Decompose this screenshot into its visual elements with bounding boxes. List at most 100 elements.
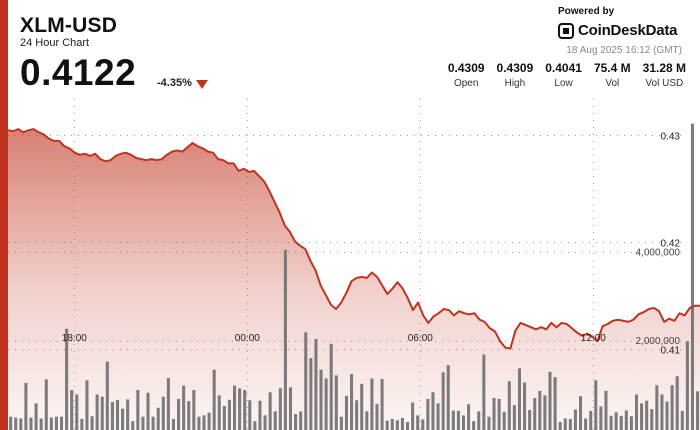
volume-bar bbox=[29, 417, 33, 430]
volume-bar bbox=[39, 418, 43, 430]
stat-label: Vol USD bbox=[645, 78, 684, 89]
volume-bar bbox=[604, 390, 608, 430]
volume-bar bbox=[579, 396, 583, 430]
volume-bar bbox=[573, 409, 577, 430]
volume-bar bbox=[685, 341, 689, 430]
volume-bar bbox=[370, 378, 374, 430]
brand-logo-link[interactable]: CoinDeskData bbox=[558, 22, 677, 39]
volume-bar bbox=[141, 416, 145, 430]
volume-bar bbox=[528, 410, 532, 430]
volume-bar bbox=[614, 412, 618, 430]
volume-bar bbox=[121, 408, 125, 430]
volume-bar bbox=[431, 392, 435, 430]
volume-bar bbox=[334, 375, 338, 430]
volume-bar bbox=[131, 421, 135, 430]
price-tick-label: 0.41 bbox=[661, 346, 681, 357]
volume-bar bbox=[263, 415, 267, 430]
stat-high: 0.4309 High bbox=[497, 61, 534, 89]
volume-bar bbox=[589, 410, 593, 430]
stat-vol: 75.4 M Vol bbox=[594, 61, 631, 89]
volume-bar bbox=[558, 422, 562, 430]
volume-bar bbox=[34, 403, 38, 430]
volume-bar bbox=[517, 368, 521, 430]
stat-value: 0.4309 bbox=[447, 61, 485, 75]
volume-bar bbox=[360, 383, 364, 430]
volume-bar bbox=[339, 416, 343, 430]
volume-bar bbox=[233, 385, 237, 430]
volume-bar bbox=[533, 398, 537, 430]
volume-bar bbox=[594, 380, 598, 430]
volume-bar bbox=[609, 415, 613, 430]
volume-bar bbox=[680, 410, 684, 430]
accent-bar bbox=[0, 0, 8, 430]
volume-bar bbox=[253, 421, 257, 430]
volume-bar bbox=[156, 407, 160, 430]
volume-bar bbox=[299, 411, 303, 430]
time-tick-label: 06:00 bbox=[408, 333, 433, 344]
volume-bar bbox=[355, 400, 359, 430]
stat-value: 0.4041 bbox=[545, 61, 582, 75]
volume-bar bbox=[441, 372, 445, 430]
volume-bar bbox=[390, 418, 394, 430]
volume-bar bbox=[350, 374, 354, 430]
volume-bar bbox=[227, 399, 231, 430]
volume-bar bbox=[650, 409, 654, 430]
price-line bbox=[7, 128, 700, 350]
powered-by-label: Powered by bbox=[558, 6, 615, 17]
volume-bar bbox=[90, 416, 94, 430]
price-change: -4.35% bbox=[157, 77, 192, 89]
volume-bar bbox=[85, 380, 89, 430]
volume-bar bbox=[304, 332, 308, 430]
volume-bar bbox=[222, 406, 226, 430]
volume-bar bbox=[80, 418, 84, 430]
volume-bar bbox=[207, 412, 211, 430]
volume-bar bbox=[477, 411, 481, 430]
volume-bar bbox=[634, 394, 639, 430]
volume-bar bbox=[75, 394, 79, 430]
volume-bar bbox=[456, 410, 460, 430]
stat-label: Low bbox=[554, 78, 573, 89]
volume-bar bbox=[268, 392, 272, 430]
volume-bar bbox=[115, 399, 120, 430]
volume-bar bbox=[24, 382, 28, 430]
volume-bar bbox=[192, 390, 196, 430]
volume-bar bbox=[492, 398, 496, 430]
volume-bar bbox=[60, 416, 64, 430]
volume-bar bbox=[288, 387, 293, 430]
volume-bar bbox=[217, 395, 221, 430]
volume-bar bbox=[95, 394, 99, 430]
volume-bar bbox=[258, 400, 262, 430]
stat-label: Open bbox=[453, 78, 479, 89]
volume-bar bbox=[467, 404, 471, 430]
volume-bar bbox=[619, 415, 623, 430]
coindesk-logo-icon bbox=[558, 22, 574, 39]
volume-bar bbox=[665, 401, 669, 430]
price-tick-label: 0.42 bbox=[661, 239, 681, 250]
volume-bar bbox=[324, 378, 328, 430]
down-arrow-icon bbox=[196, 80, 208, 89]
volume-bar bbox=[416, 415, 420, 430]
volume-bar bbox=[563, 418, 567, 430]
volume-bar bbox=[436, 403, 440, 430]
volume-bar bbox=[243, 390, 247, 430]
volume-bar bbox=[375, 403, 379, 430]
volume-bar bbox=[146, 392, 150, 430]
volume-bar bbox=[248, 400, 252, 430]
stat-value: 0.4309 bbox=[496, 61, 534, 75]
volume-bar bbox=[696, 391, 700, 430]
volume-bar bbox=[543, 395, 547, 430]
pair-title: XLM-USD bbox=[20, 14, 118, 37]
stat-low: 0.4041 Low bbox=[545, 61, 582, 89]
volume-bar bbox=[568, 418, 572, 430]
volume-bar bbox=[278, 388, 282, 430]
volume-bar bbox=[482, 354, 486, 430]
volume-bar bbox=[538, 390, 542, 430]
volume-bar bbox=[171, 418, 175, 430]
volume-bar bbox=[507, 381, 511, 430]
current-price: 0.4122 bbox=[20, 52, 137, 93]
price-area-fill bbox=[8, 129, 700, 430]
volume-bar bbox=[314, 338, 318, 430]
volume-bar bbox=[9, 416, 13, 430]
volume-bar bbox=[446, 365, 450, 430]
